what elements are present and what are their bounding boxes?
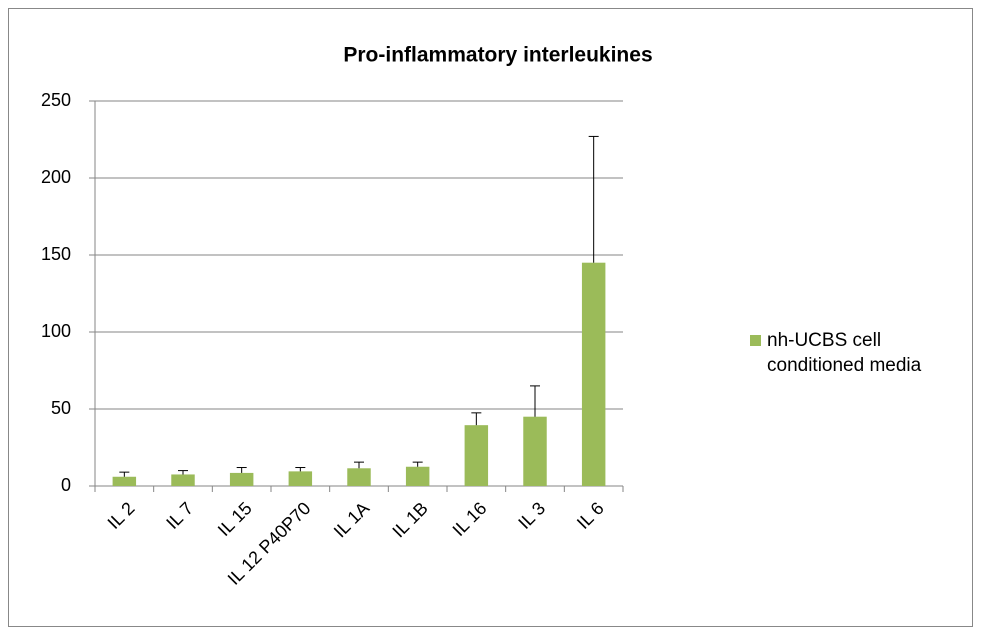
y-tick-label: 150 <box>41 244 71 264</box>
legend-label: nh-UCBS cell conditioned media <box>767 330 922 376</box>
bar <box>523 416 547 486</box>
error-bar <box>354 461 364 469</box>
error-bar <box>588 135 599 263</box>
legend: nh-UCBS cell conditioned media <box>750 328 975 378</box>
error-bar <box>178 470 188 475</box>
bar <box>581 262 606 486</box>
error-bar <box>236 467 247 473</box>
bar <box>288 471 313 486</box>
bar <box>405 466 430 486</box>
legend-swatch <box>750 335 761 346</box>
error-bar <box>530 385 540 417</box>
y-tick-label: 100 <box>41 321 71 341</box>
bar <box>347 468 371 486</box>
chart-title: Pro-inflammatory interleukines <box>343 44 652 67</box>
y-tick-label: 250 <box>41 90 71 110</box>
y-tick-label: 200 <box>41 167 71 187</box>
bar <box>464 425 489 486</box>
error-bar <box>412 461 423 467</box>
bar <box>171 474 195 486</box>
y-tick-label: 0 <box>61 475 71 495</box>
y-tick-label: 50 <box>51 398 71 418</box>
error-bar <box>119 471 130 477</box>
error-bar <box>471 412 482 426</box>
error-bar <box>295 467 306 472</box>
bar <box>112 476 137 486</box>
bar <box>229 472 254 486</box>
chart-border <box>8 8 973 627</box>
